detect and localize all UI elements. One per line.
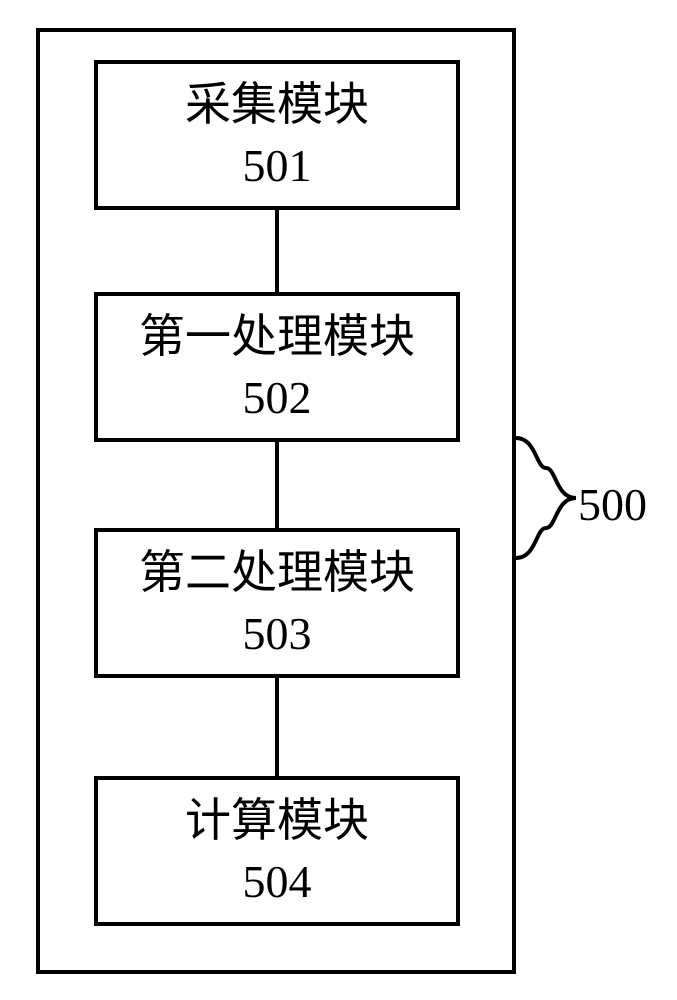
connector-n1-n2 bbox=[275, 210, 279, 292]
module-box-n3: 第二处理模块 503 bbox=[94, 528, 460, 678]
module-number: 502 bbox=[243, 370, 312, 425]
diagram-page: 采集模块 501 第一处理模块 502 第二处理模块 503 计算模块 504 500 bbox=[0, 0, 677, 1000]
brace-icon bbox=[516, 438, 576, 558]
module-title: 第一处理模块 bbox=[139, 309, 415, 364]
connector-n3-n4 bbox=[275, 678, 279, 776]
module-box-n4: 计算模块 504 bbox=[94, 776, 460, 926]
module-box-n2: 第一处理模块 502 bbox=[94, 292, 460, 442]
module-title: 计算模块 bbox=[185, 793, 369, 848]
connector-n2-n3 bbox=[275, 442, 279, 528]
module-title: 采集模块 bbox=[185, 77, 369, 132]
module-title: 第二处理模块 bbox=[139, 545, 415, 600]
outer-label: 500 bbox=[578, 478, 647, 531]
module-number: 504 bbox=[243, 854, 312, 909]
module-number: 503 bbox=[243, 606, 312, 661]
module-number: 501 bbox=[243, 138, 312, 193]
module-box-n1: 采集模块 501 bbox=[94, 60, 460, 210]
